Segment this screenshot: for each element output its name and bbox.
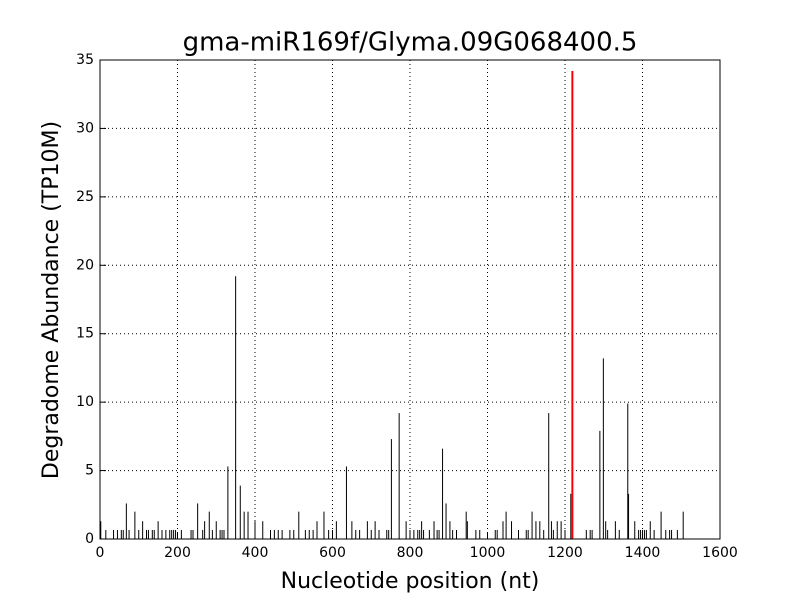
y-tick-label: 25 (76, 189, 94, 205)
x-tick-label: 1200 (547, 545, 583, 561)
x-tick-label: 400 (242, 545, 269, 561)
x-tick-label: 1400 (625, 545, 661, 561)
y-tick-label: 20 (76, 257, 94, 273)
y-tick-label: 35 (76, 52, 94, 68)
plot-frame (99, 59, 721, 540)
x-axis-label: Nucleotide position (nt) (281, 569, 540, 594)
x-tick-label: 1600 (702, 545, 738, 561)
x-tick-label: 200 (164, 545, 191, 561)
y-tick-label: 30 (76, 120, 94, 136)
y-tick-label: 10 (76, 394, 94, 410)
y-tick-label: 15 (76, 326, 94, 342)
y-tick-label: 0 (85, 531, 94, 547)
x-tick-label: 600 (319, 545, 346, 561)
x-tick-label: 800 (397, 545, 424, 561)
y-tick-label: 5 (85, 463, 94, 479)
chart-title: gma-miR169f/Glyma.09G068400.5 (183, 28, 638, 58)
x-tick-label: 1000 (470, 545, 506, 561)
y-axis-label: Degradome Abundance (TP10M) (39, 121, 64, 479)
x-tick-label: 0 (96, 545, 105, 561)
